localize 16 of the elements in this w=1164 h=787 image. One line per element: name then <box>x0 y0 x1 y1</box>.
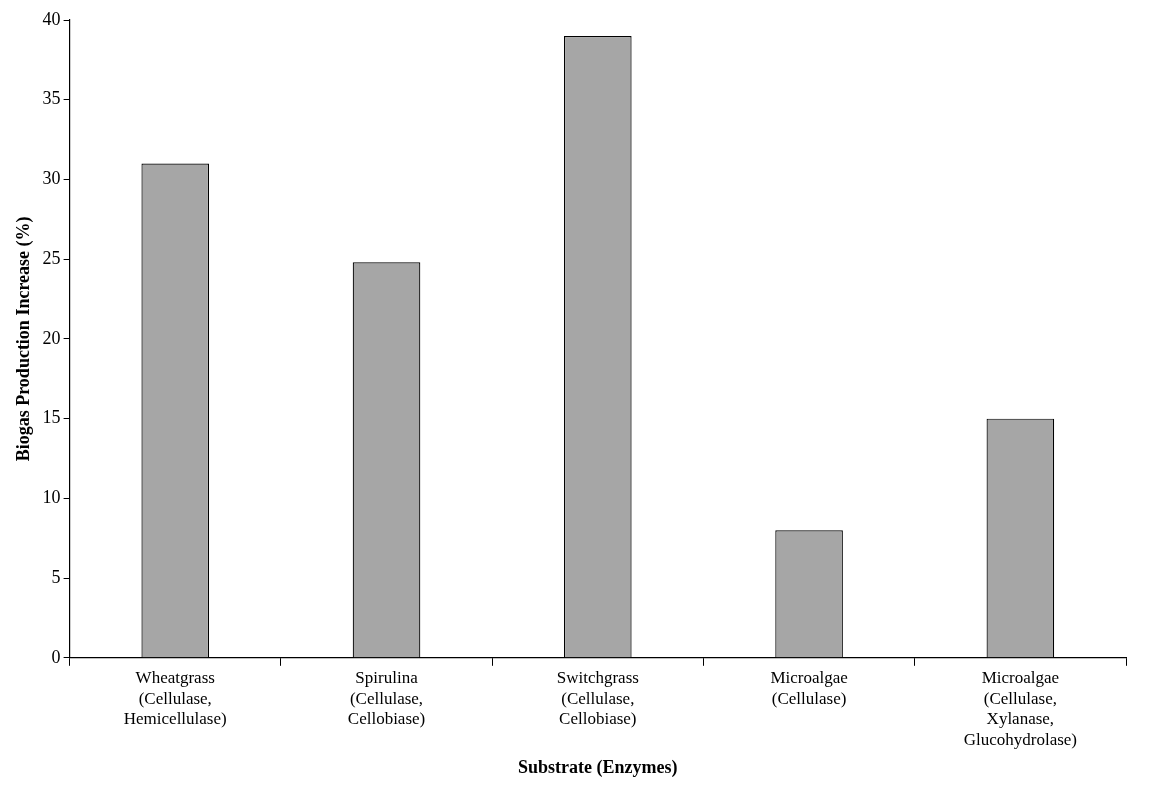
x-tick-label: Microalgae (Cellulase) <box>770 668 848 708</box>
x-tick-label: Switchgrass (Cellulase, Cellobiase) <box>556 668 639 729</box>
x-tick-label: Microalgae (Cellulase, Xylanase, Glucohydrolase) <box>963 668 1078 749</box>
y-tick-label: 40 <box>42 8 61 29</box>
y-axis-title: Biogas Production Increase (%) <box>13 216 35 462</box>
x-axis-title: Substrate (Enzymes) <box>518 756 678 778</box>
x-tick-label: Wheatgrass (Cellulase, Hemicellulase) <box>123 668 227 729</box>
y-tick-label: 15 <box>42 407 61 428</box>
y-tick-label: 20 <box>42 327 61 348</box>
y-tick-label: 0 <box>51 646 61 667</box>
y-tick-label: 30 <box>42 168 61 189</box>
x-tick-label: Spirulina (Cellulase, Cellobiase) <box>347 668 426 729</box>
y-tick-label: 5 <box>51 566 61 587</box>
y-tick-label: 25 <box>42 247 61 268</box>
y-tick-label: 35 <box>42 88 61 109</box>
y-tick-label: 10 <box>42 487 61 508</box>
